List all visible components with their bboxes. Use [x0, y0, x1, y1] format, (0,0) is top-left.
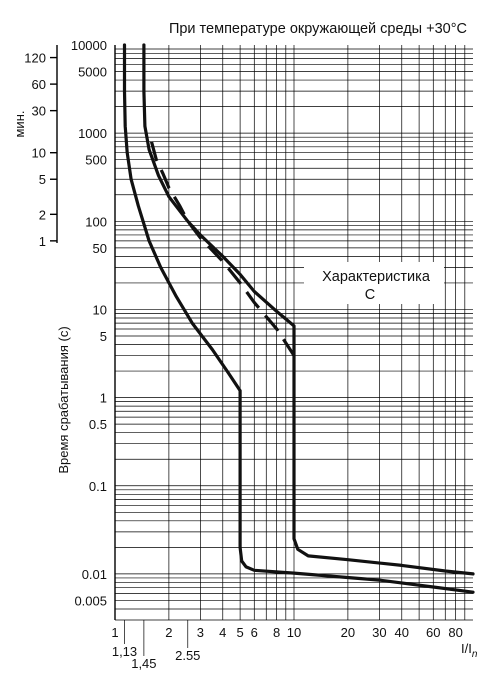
minute-tick-label: 5 — [39, 172, 46, 187]
x-tick-label: 8 — [273, 625, 280, 640]
annotation-line-1: Характеристика — [322, 269, 431, 285]
x-tick-label: 40 — [395, 625, 409, 640]
y-tick-label: 100 — [85, 214, 107, 229]
y-tick-label: 0.5 — [89, 417, 107, 432]
x-axis-label-main: I/I — [461, 641, 472, 656]
minute-tick-labels: 120 60 30 10 5 2 1 — [24, 51, 57, 249]
x-tick-label: 4 — [219, 625, 226, 640]
x-tick-label: 1 — [111, 625, 118, 640]
y-tick-label: 5 — [100, 329, 107, 344]
x-tick-label: 20 — [341, 625, 355, 640]
x-tick-label: 3 — [197, 625, 204, 640]
x-extra-tick-label: 1,45 — [131, 656, 156, 671]
trip-curve-3 — [149, 141, 296, 357]
trip-curve-1 — [122, 43, 475, 594]
x-tick-label: 5 — [236, 625, 243, 640]
x-tick-labels: 1 2 3 4 5 6 8 10 20 30 40 60 80 1,131,45 2.55 — [111, 620, 463, 671]
x-tick-label: 80 — [448, 625, 462, 640]
x-axis-label-sub: n — [472, 649, 478, 660]
minute-tick-label: 1 — [39, 234, 46, 249]
y-tick-labels: 10000 5000 1000 500 100 50 10 5 1 0.5 0.1 0.01 0.005 — [71, 38, 107, 608]
x-tick-label: 30 — [372, 625, 386, 640]
x-extra-tick-label: 2.55 — [175, 648, 200, 663]
minute-tick-label: 30 — [32, 104, 46, 119]
minute-tick-label: 2 — [39, 207, 46, 222]
grid — [114, 45, 473, 621]
x-tick-label: 10 — [287, 625, 301, 640]
x-axis-label: I/In — [461, 641, 478, 660]
y-tick-label: 10000 — [71, 38, 107, 53]
minute-tick-label: 60 — [32, 77, 46, 92]
curves — [122, 43, 475, 594]
x-tick-label: 2 — [165, 625, 172, 640]
trip-curve-2 — [142, 43, 475, 576]
annotation: Характеристика C — [304, 262, 444, 304]
annotation-line-2: C — [365, 287, 375, 303]
y-tick-label: 1000 — [78, 126, 107, 141]
annotation-box — [304, 262, 444, 304]
y-tick-label: 500 — [85, 153, 107, 168]
y-tick-label: 0.01 — [82, 567, 107, 582]
y-tick-label: 10 — [93, 302, 107, 317]
x-extra-tick-label: 1,13 — [112, 644, 137, 659]
y-tick-label: 0.005 — [74, 593, 107, 608]
y-tick-label: 5000 — [78, 65, 107, 80]
minute-tick-label: 10 — [32, 146, 46, 161]
minutes-axis-label: мин. — [12, 111, 27, 138]
y-axis-label: Время срабатывания (с) — [56, 326, 71, 473]
x-tick-label: 6 — [251, 625, 258, 640]
chart-title: При температуре окружающей среды +30°C — [169, 21, 467, 37]
y-tick-label: 50 — [93, 241, 107, 256]
minute-tick-label: 120 — [24, 51, 46, 66]
y-tick-label: 1 — [100, 391, 107, 406]
x-tick-label: 60 — [426, 625, 440, 640]
y-tick-label: 0.1 — [89, 479, 107, 494]
